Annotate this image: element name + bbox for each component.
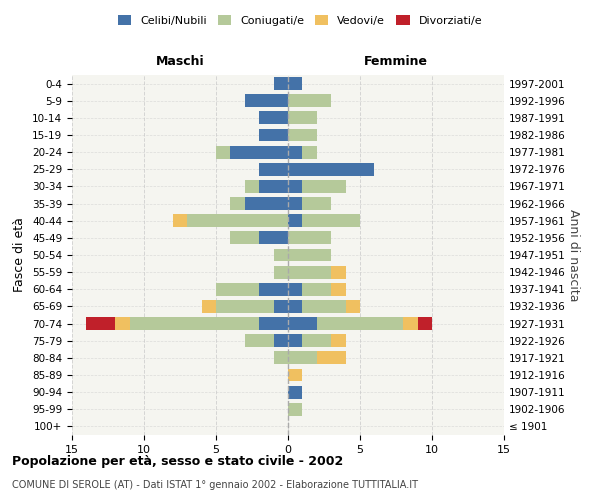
- Bar: [259, 232, 288, 244]
- Bar: [259, 128, 288, 141]
- Bar: [288, 163, 374, 175]
- Bar: [302, 214, 360, 227]
- Bar: [288, 283, 302, 296]
- Bar: [245, 197, 288, 210]
- Bar: [259, 317, 288, 330]
- Text: Popolazione per età, sesso e stato civile - 2002: Popolazione per età, sesso e stato civil…: [12, 455, 343, 468]
- Bar: [288, 197, 302, 210]
- Bar: [274, 248, 288, 262]
- Bar: [288, 77, 302, 90]
- Bar: [317, 317, 403, 330]
- Bar: [288, 180, 302, 193]
- Bar: [317, 352, 346, 364]
- Bar: [216, 300, 274, 313]
- Bar: [216, 283, 259, 296]
- Bar: [418, 317, 432, 330]
- Bar: [288, 112, 317, 124]
- Bar: [288, 352, 317, 364]
- Bar: [245, 180, 259, 193]
- Bar: [130, 317, 259, 330]
- Bar: [274, 300, 288, 313]
- Bar: [346, 300, 360, 313]
- Bar: [302, 146, 317, 158]
- Bar: [230, 232, 259, 244]
- Bar: [230, 146, 288, 158]
- Bar: [216, 146, 230, 158]
- Bar: [245, 334, 274, 347]
- Bar: [173, 214, 187, 227]
- Bar: [331, 283, 346, 296]
- Bar: [259, 112, 288, 124]
- Bar: [288, 334, 302, 347]
- Bar: [274, 77, 288, 90]
- Bar: [230, 197, 245, 210]
- Text: Femmine: Femmine: [364, 55, 428, 68]
- Bar: [274, 352, 288, 364]
- Bar: [288, 403, 302, 415]
- Bar: [288, 300, 302, 313]
- Bar: [274, 266, 288, 278]
- Bar: [187, 214, 288, 227]
- Y-axis label: Anni di nascita: Anni di nascita: [566, 209, 580, 301]
- Bar: [302, 300, 346, 313]
- Bar: [274, 334, 288, 347]
- Bar: [288, 386, 302, 398]
- Bar: [288, 266, 331, 278]
- Bar: [288, 368, 302, 382]
- Bar: [115, 317, 130, 330]
- Bar: [259, 163, 288, 175]
- Y-axis label: Fasce di età: Fasce di età: [13, 218, 26, 292]
- Text: COMUNE DI SEROLE (AT) - Dati ISTAT 1° gennaio 2002 - Elaborazione TUTTITALIA.IT: COMUNE DI SEROLE (AT) - Dati ISTAT 1° ge…: [12, 480, 418, 490]
- Bar: [288, 128, 317, 141]
- Bar: [288, 214, 302, 227]
- Bar: [288, 146, 302, 158]
- Bar: [288, 94, 331, 107]
- Bar: [302, 197, 331, 210]
- Bar: [259, 180, 288, 193]
- Bar: [302, 180, 346, 193]
- Bar: [86, 317, 115, 330]
- Bar: [403, 317, 418, 330]
- Bar: [245, 94, 288, 107]
- Legend: Celibi/Nubili, Coniugati/e, Vedovi/e, Divorziati/e: Celibi/Nubili, Coniugati/e, Vedovi/e, Di…: [113, 10, 487, 30]
- Bar: [331, 334, 346, 347]
- Text: Maschi: Maschi: [155, 55, 205, 68]
- Bar: [259, 283, 288, 296]
- Bar: [288, 232, 331, 244]
- Bar: [288, 248, 331, 262]
- Bar: [331, 266, 346, 278]
- Bar: [302, 283, 331, 296]
- Bar: [302, 334, 331, 347]
- Bar: [202, 300, 216, 313]
- Bar: [288, 317, 317, 330]
